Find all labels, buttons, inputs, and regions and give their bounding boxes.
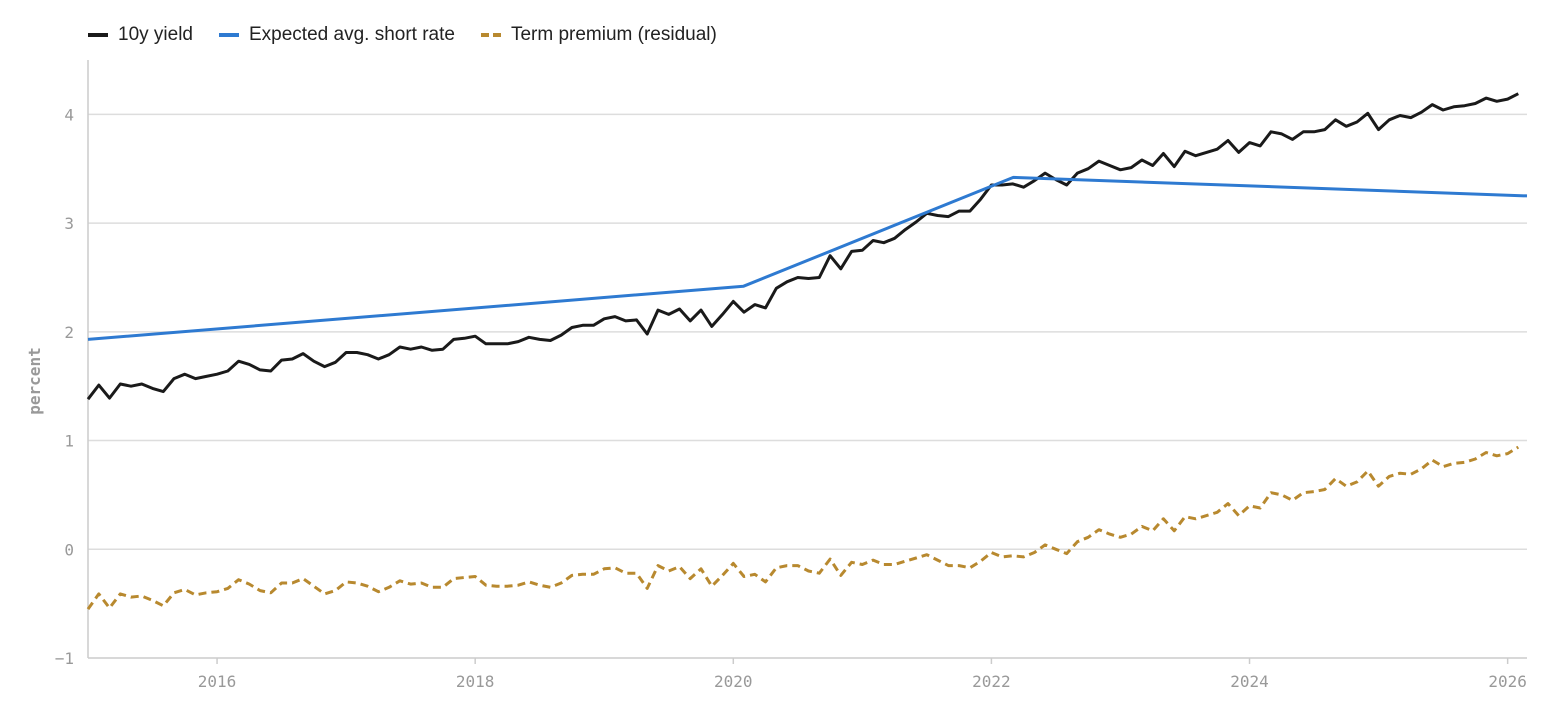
y-tick-label: 4 [64,105,74,124]
tick-labels: −1 0 1 2 3 4 2016 2018 2020 2022 2024 2026 [55,105,1527,691]
x-tick-label: 2022 [972,672,1011,691]
axes [87,60,1527,664]
y-tick-label: 1 [64,432,74,451]
y-tick-label: −1 [55,649,74,668]
legend-label-expected-short-rate: Expected avg. short rate [249,24,455,45]
x-tick-label: 2020 [714,672,753,691]
series-line-expected-avg-short-rate [87,175,1528,341]
legend-item-10y-yield[interactable]: 10y yield [88,24,193,46]
legend-label-term-premium: Term premium (residual) [510,24,717,45]
x-tick-label: 2016 [198,672,237,691]
x-tick-label: 2026 [1488,672,1527,691]
legend-swatch-term-premium [480,33,501,37]
series-line-term-premium-residual [86,445,1520,610]
legend: 10y yield Expected avg. short rate Term … [88,24,717,46]
y-tick-label: 0 [64,540,74,559]
y-tick-label: 3 [64,214,74,233]
x-tick-label: 2018 [456,672,495,691]
x-tick-label: 2024 [1230,672,1269,691]
legend-item-expected-short-rate[interactable]: Expected avg. short rate [219,24,455,46]
legend-item-term-premium[interactable]: Term premium (residual) [480,24,717,46]
y-tick-label: 2 [64,323,74,342]
y-axis-label: percent [25,347,44,414]
legend-swatch-expected-short-rate [219,33,239,37]
legend-swatch-10y-yield [88,33,108,37]
series-lines [86,92,1528,610]
legend-label-10y-yield: 10y yield [118,24,193,45]
gridlines [88,113,1527,551]
series-line-10y-yield [86,92,1519,401]
